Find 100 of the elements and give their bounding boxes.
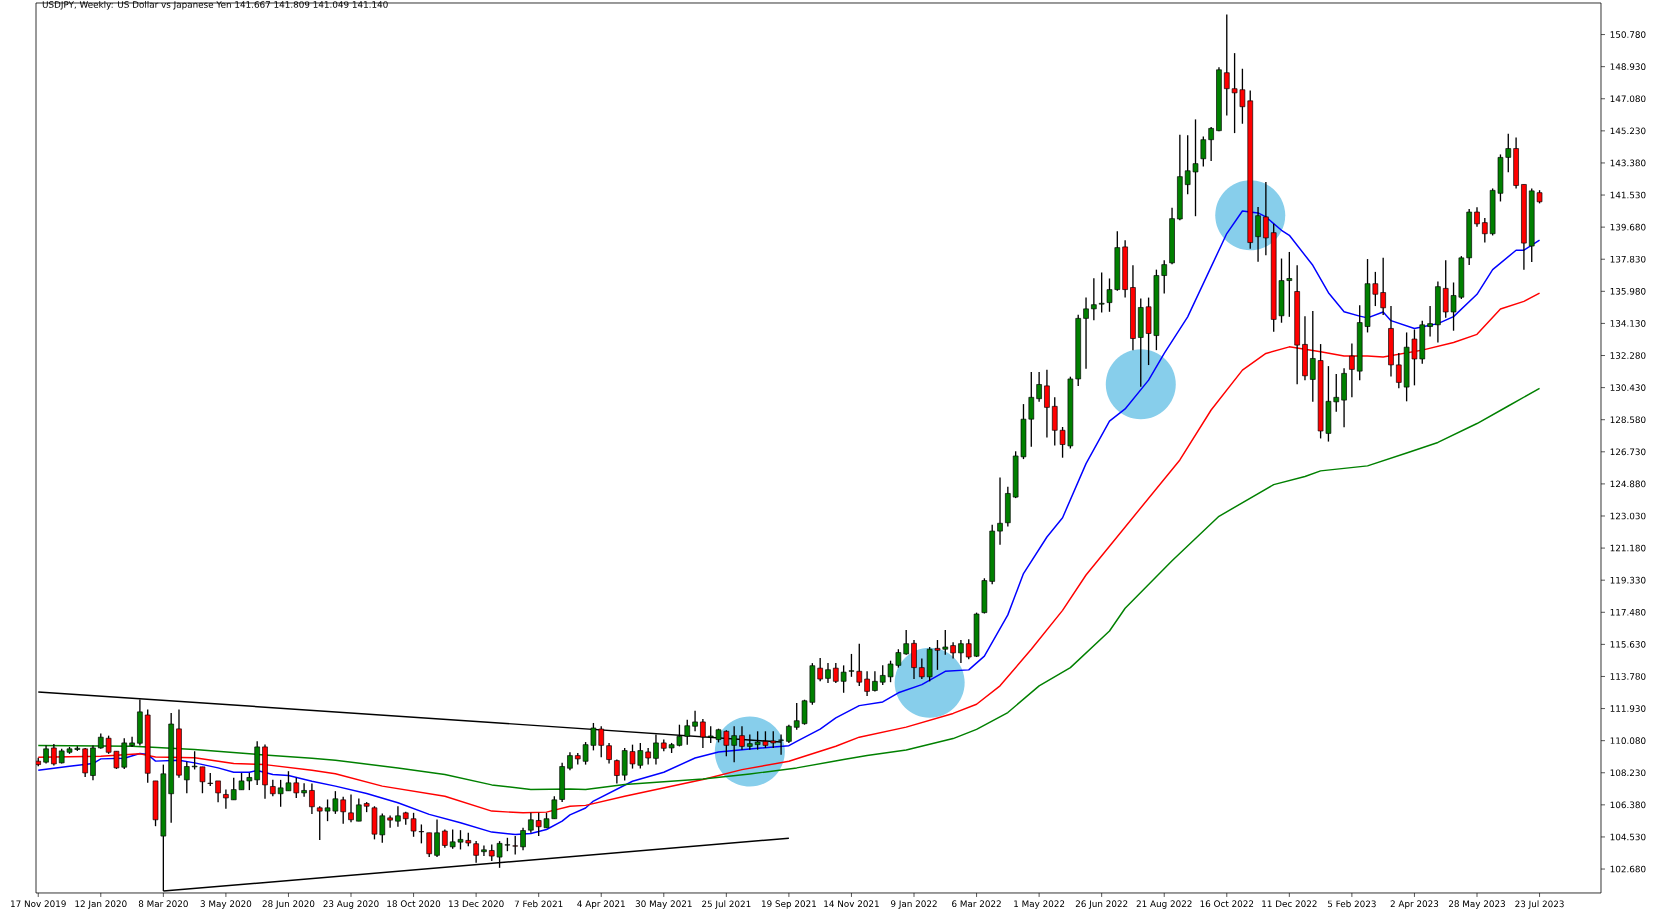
x-tick-label: 6 Mar 2022	[952, 900, 1001, 908]
candlestick	[1255, 206, 1261, 263]
x-tick-label: 19 Sep 2021	[761, 900, 816, 909]
y-tick-label: 121.180	[1610, 544, 1646, 552]
x-tick-label: 13 Dec 2020	[448, 900, 504, 908]
x-tick-label: 12 Jan 2020	[75, 900, 127, 909]
candlestick	[817, 657, 823, 682]
candlestick	[1036, 371, 1042, 403]
x-tick-label: 7 Feb 2021	[514, 900, 563, 908]
candlestick	[43, 744, 49, 765]
candlestick	[1200, 135, 1207, 168]
y-tick-label: 126.730	[1610, 448, 1646, 456]
candlestick	[520, 827, 526, 851]
x-tick-label: 25 Jul 2021	[702, 900, 751, 909]
x-tick-label: 18 Oct 2020	[387, 900, 441, 908]
candlestick	[786, 724, 792, 744]
candlestick	[606, 742, 612, 765]
candlestick	[301, 782, 307, 798]
y-tick-label: 141.530	[1610, 191, 1646, 199]
y-tick-label: 147.080	[1610, 95, 1646, 103]
candlestick	[1482, 217, 1488, 244]
candlestick	[692, 709, 698, 732]
candlestick	[348, 793, 354, 823]
candlestick	[442, 828, 448, 849]
candlestick	[340, 796, 346, 825]
y-tick-label: 134.130	[1610, 320, 1646, 327]
y-tick-label: 150.780	[1610, 31, 1646, 38]
chart-title: USDJPY, Weekly: US Dollar vs Japanese Yen 141.667 141.809 141.049 141.140	[42, 1, 388, 10]
candlestick	[356, 797, 362, 822]
y-tick-label: 139.680	[1610, 223, 1646, 231]
x-tick-label: 26 Jun 2022	[1075, 900, 1128, 909]
y-tick-label: 117.480	[1610, 608, 1646, 616]
x-tick-label: 11 Dec 2022	[1262, 900, 1317, 908]
x-tick-label: 1 May 2022	[1014, 900, 1065, 909]
x-tick-label: 14 Nov 2021	[824, 900, 879, 908]
x-tick-label: 5 Feb 2023	[1327, 900, 1376, 908]
candlestick	[1083, 296, 1089, 370]
candlestick	[387, 814, 393, 829]
candlestick	[473, 840, 479, 864]
y-tick-label: 130.430	[1610, 384, 1646, 391]
candlestick	[1380, 257, 1386, 316]
y-tick-label: 113.780	[1610, 673, 1646, 680]
candlestick	[825, 662, 831, 684]
line-series	[37, 210, 1541, 836]
x-tick-label: 21 Aug 2022	[1136, 900, 1192, 909]
candlestick	[997, 476, 1003, 546]
candlestick	[1474, 206, 1480, 228]
candlestick	[528, 812, 534, 834]
candlestick	[1349, 342, 1355, 398]
candlestick	[215, 780, 221, 803]
y-tick-label: 110.080	[1610, 737, 1646, 744]
y-tick-label: 102.680	[1610, 865, 1646, 873]
y-tick-label: 106.380	[1610, 801, 1646, 809]
candlestick	[1208, 126, 1214, 162]
x-tick-label: 16 Oct 2022	[1200, 900, 1254, 908]
y-tick-label: 104.530	[1610, 833, 1646, 841]
candlestick	[903, 629, 909, 656]
y-tick-label: 124.880	[1610, 480, 1646, 488]
x-tick-label: 2 Apr 2023	[1390, 900, 1439, 909]
candlestick	[426, 832, 433, 858]
candlestick	[833, 662, 839, 684]
candlestick	[184, 761, 190, 794]
candlestick	[395, 805, 401, 828]
x-tick-label: 8 Mar 2020	[138, 900, 188, 908]
candlestick	[1098, 271, 1105, 314]
x-tick-label: 28 May 2023	[1448, 900, 1505, 909]
x-tick-label: 23 Jul 2023	[1515, 900, 1564, 909]
candlestick	[1310, 310, 1316, 403]
candlestick	[1396, 352, 1402, 389]
x-tick-label: 28 Jun 2020	[262, 900, 315, 909]
x-tick-label: 4 Apr 2021	[577, 900, 625, 909]
y-tick-label: 111.930	[1610, 705, 1646, 712]
candlestick	[1091, 277, 1097, 321]
x-tick-label: 9 Jan 2022	[890, 900, 937, 909]
x-tick-label: 3 May 2020	[200, 900, 252, 909]
candlestick	[919, 657, 925, 680]
candlestick	[958, 639, 964, 664]
candlestick	[1427, 305, 1433, 338]
y-tick-label: 148.930	[1610, 63, 1646, 70]
candlestick	[129, 736, 135, 748]
y-tick-label: 123.030	[1610, 512, 1646, 520]
x-tick-label: 30 May 2021	[635, 900, 692, 909]
candlestick	[309, 782, 315, 815]
candlestick	[1044, 369, 1050, 439]
candlestick	[434, 818, 440, 858]
y-tick-label: 108.230	[1610, 769, 1646, 777]
y-tick-label: 128.580	[1610, 416, 1646, 424]
x-tick-label: 23 Aug 2020	[323, 900, 379, 909]
candlestick	[864, 670, 870, 697]
y-tick-label: 119.330	[1610, 576, 1646, 584]
y-tick-label: 115.630	[1610, 641, 1646, 648]
y-tick-label: 135.980	[1610, 288, 1646, 295]
candlestick	[223, 788, 229, 810]
y-tick-label: 145.230	[1610, 127, 1646, 135]
x-tick-label: 17 Nov 2019	[11, 900, 66, 908]
y-tick-label: 137.830	[1610, 255, 1646, 263]
y-tick-label: 132.280	[1610, 352, 1646, 359]
candlestick	[481, 844, 487, 857]
candlestick	[1263, 181, 1269, 256]
y-tick-label: 143.380	[1610, 159, 1646, 167]
